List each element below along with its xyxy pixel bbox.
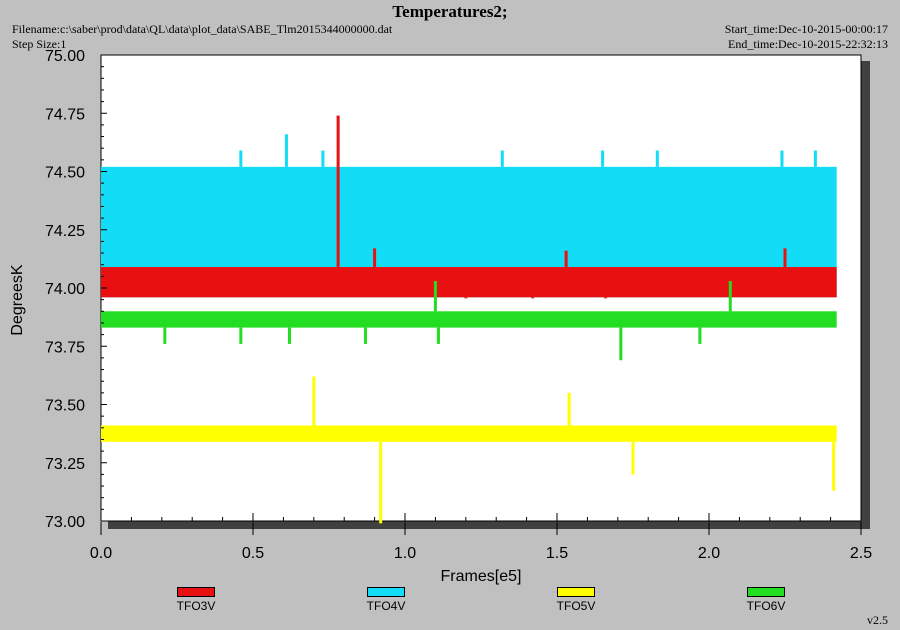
legend-swatch-tfo6v	[747, 587, 785, 597]
y-tick-label-5: 74.25	[45, 223, 85, 240]
spike-tfo5v-1	[567, 392, 571, 426]
spike-tfo4v-1	[284, 134, 288, 167]
spike-tfo4v-2	[321, 150, 325, 167]
spike-tfo3v-4	[564, 250, 568, 268]
version-label: v2.5	[867, 613, 888, 627]
legend-label-tfo3v: TFO3V	[176, 599, 216, 613]
spike-tfo6v-0	[163, 327, 167, 344]
spike-tfo6v-5	[619, 327, 623, 361]
legend-label-tfo6v: TFO6V	[746, 599, 786, 613]
spike-tfo5v-4	[832, 441, 836, 491]
x-tick-label-1: 0.5	[242, 545, 264, 562]
band-tfo5v	[101, 425, 837, 442]
y-tick-label-8: 75.00	[45, 48, 85, 65]
spike-tfo3v-1	[373, 248, 377, 268]
series-tfo3v	[101, 115, 837, 299]
legend-item-tfo6v: TFO6V	[726, 587, 806, 613]
x-tick-label-0: 0.0	[90, 545, 112, 562]
series-tfo6v	[101, 281, 837, 361]
spike-tfo4v-3	[500, 150, 504, 167]
spike-tfo6v-6	[698, 327, 702, 344]
spike-tfo5v-0	[312, 376, 316, 426]
band-tfo3v	[101, 267, 837, 298]
y-tick-label-6: 74.50	[45, 165, 85, 182]
spike-tfo4v-0	[239, 150, 243, 167]
x-axis-label: Frames[e5]	[441, 568, 522, 585]
y-axis-label: DegreesK	[9, 264, 26, 335]
spike-tfo4v-5	[655, 150, 659, 167]
series-layer	[101, 115, 837, 524]
spike-tfo4v-4	[601, 150, 605, 167]
spike-tfo3v-5	[604, 297, 608, 299]
y-tick-label-0: 73.00	[45, 514, 85, 531]
x-tick-label-5: 2.5	[850, 545, 872, 562]
spike-tfo6v-1	[239, 327, 243, 344]
spike-tfo3v-3	[531, 297, 535, 299]
y-tick-label-2: 73.50	[45, 398, 85, 415]
band-tfo6v	[101, 311, 837, 328]
filename-label: Filename:c:\saber\prod\data\QL\data\plot…	[12, 22, 393, 36]
spike-tfo6v-2	[287, 327, 291, 344]
series-tfo5v	[101, 376, 837, 524]
spike-tfo3v-2	[464, 297, 468, 299]
y-tick-label-3: 73.75	[45, 339, 85, 356]
spike-tfo4v-6	[780, 150, 784, 167]
legend-swatch-tfo5v	[557, 587, 595, 597]
legend-swatch-tfo4v	[367, 587, 405, 597]
legend-swatch-tfo3v	[177, 587, 215, 597]
x-tick-label-2: 1.0	[394, 545, 416, 562]
legend-label-tfo5v: TFO5V	[556, 599, 596, 613]
spike-tfo6v-7	[433, 281, 437, 312]
legend-item-tfo5v: TFO5V	[536, 587, 616, 613]
start-time-label: Start_time:Dec-10-2015-00:00:17	[724, 22, 888, 36]
spike-tfo3v-0	[336, 115, 340, 268]
end-time-label: End_time:Dec-10-2015-22:32:13	[728, 37, 888, 51]
spike-tfo5v-3	[631, 441, 635, 475]
legend-item-tfo4v: TFO4V	[346, 587, 426, 613]
y-tick-label-7: 74.75	[45, 106, 85, 123]
y-tick-label-1: 73.25	[45, 456, 85, 473]
spike-tfo6v-4	[436, 327, 440, 344]
axis-layer: 73.00 73.25 73.50 73.75 74.00 74.25 74.50 74.75…	[45, 48, 872, 562]
x-tick-label-3: 1.5	[546, 545, 568, 562]
step-size-label: Step Size:1	[12, 37, 67, 51]
spike-tfo4v-7	[813, 150, 817, 167]
legend-label-tfo4v: TFO4V	[366, 599, 406, 613]
x-tick-label-4: 2.0	[698, 545, 720, 562]
legend-item-tfo3v: TFO3V	[156, 587, 236, 613]
spike-tfo6v-3	[363, 327, 367, 344]
spike-tfo5v-2	[379, 441, 383, 524]
y-tick-label-4: 74.00	[45, 281, 85, 298]
spike-tfo3v-6	[783, 248, 787, 268]
chart-title: Temperatures2;	[392, 2, 508, 21]
spike-tfo6v-8	[728, 281, 732, 312]
